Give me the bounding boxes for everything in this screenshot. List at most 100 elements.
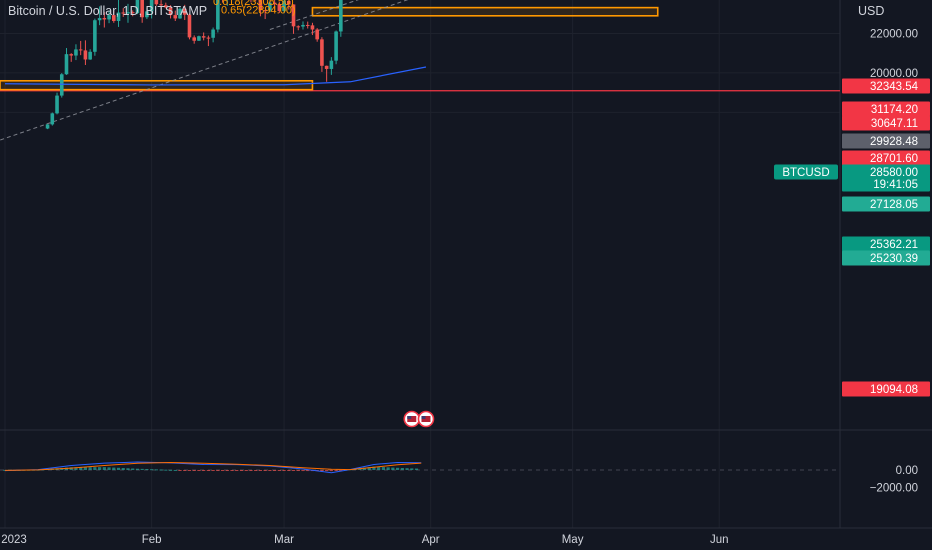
candle-body [301,24,305,27]
candle-body [83,50,88,60]
price-tick: 22000.00 [870,28,918,40]
macd-histogram-bar [98,467,102,470]
events[interactable] [403,410,435,428]
currency-label[interactable]: USD [858,4,885,18]
macd-histogram-bar [83,467,88,470]
price-axis[interactable]: 34000.0032000.0030000.0028000.0026000.00… [774,0,930,494]
macd-histogram-bar [277,470,281,471]
macd-histogram-bar [400,468,404,470]
price-badge [842,133,930,149]
macd-histogram-bar [79,467,83,470]
candle-body [216,0,220,30]
macd-histogram-bar [74,467,78,470]
candle-body [55,95,59,114]
candle-body [324,65,329,69]
candle-body [59,74,64,96]
time-tick: Jun [710,534,729,546]
macd-histogram-bar [150,469,154,471]
fib-label: 0.65(22894.00) [221,5,296,17]
candle-body [178,8,182,19]
candle-body [272,2,277,5]
macd-histogram-bar [325,470,329,472]
ma-line [4,66,427,86]
candle-body [126,12,130,14]
time-tick: 2023 [1,534,27,546]
candle-body [154,0,159,5]
price-tick: 20000.00 [870,68,918,80]
time-axis[interactable]: 2023 Feb Mar Apr May Jun [1,534,728,546]
macd-histogram-bar [216,470,220,471]
candle-body [45,124,50,129]
candle-body [97,18,102,21]
macd-histogram-bar [339,470,343,471]
candle-body [192,37,196,41]
macd-histogram-bar [88,467,92,470]
macd-histogram-bar [301,470,305,472]
price-badge-text: 25362.21 [870,239,918,251]
time-tick: Feb [142,534,162,546]
macd-histogram-bar [386,467,390,470]
candle-body [268,2,272,11]
macd-histogram-bar [362,467,367,470]
macd-histogram-bar [140,468,144,470]
macd-histogram-bar [414,468,419,470]
macd-histogram-bar [263,470,267,471]
trendlines[interactable] [0,0,705,141]
time-tick: May [562,534,584,546]
price-badge [842,176,930,192]
candle-body [135,0,140,14]
candle-body [187,14,192,38]
candle-body [206,37,211,39]
price-badge-text: 30647.11 [871,118,918,130]
macd-histogram-bar [320,470,324,472]
price-tick: 24000.00 [870,0,918,1]
macd-histogram-bar [173,469,177,471]
macd-histogram-bar [306,470,310,472]
macd-histogram-bar [334,470,338,471]
candle-body [159,4,163,6]
fib-labels: 0.618(26042.66)0.65(25872.76)0.618(23308… [213,0,296,17]
candle-body [320,39,324,66]
us-flag-stripes-icon [421,416,431,422]
fib-zone [311,6,659,17]
candle-body [277,4,282,11]
candle-body [102,18,107,20]
candle-body [197,36,201,41]
macd-histogram-bar [145,469,149,471]
candle-body [111,15,116,22]
candle-body [107,15,111,20]
macd-histogram-bar [291,470,296,471]
chart-title[interactable]: Bitcoin / U.S. Dollar, 1D, BITSTAMP [8,4,208,18]
candle-body [339,0,343,32]
price-badge-text: 31174.20 [871,104,918,116]
candle-body [88,51,92,60]
macd-histogram-bar [381,467,385,470]
candle-body [287,0,291,5]
macd-tick: −2000.00 [870,482,918,494]
price-badge-text: 19094.08 [870,384,918,396]
macd-histogram-bar [367,467,371,470]
price-badge-text: 28580.00 [870,167,918,179]
macd-histogram-bar [102,467,106,470]
trendline [0,0,409,141]
macd-histogram-bar [258,470,263,471]
macd-histogram-bar [391,467,395,470]
macd-histogram-bar [329,470,333,472]
grid [0,0,932,529]
price-badge-text: 19:41:05 [873,179,918,191]
macd-histogram-bar [93,467,97,470]
candle-body [78,49,83,51]
candle-body [145,11,149,18]
price-badge-text: 32343.54 [870,81,919,93]
candle-body [182,8,187,15]
price-badge [842,150,930,166]
macd-histogram-bar [164,469,168,471]
moving-average [4,66,427,86]
macd-histogram-bar [235,470,239,471]
macd-histogram-bar [154,469,158,471]
macd-histogram-bar [112,467,116,470]
signal-line [4,462,422,471]
candle-body [121,12,126,14]
